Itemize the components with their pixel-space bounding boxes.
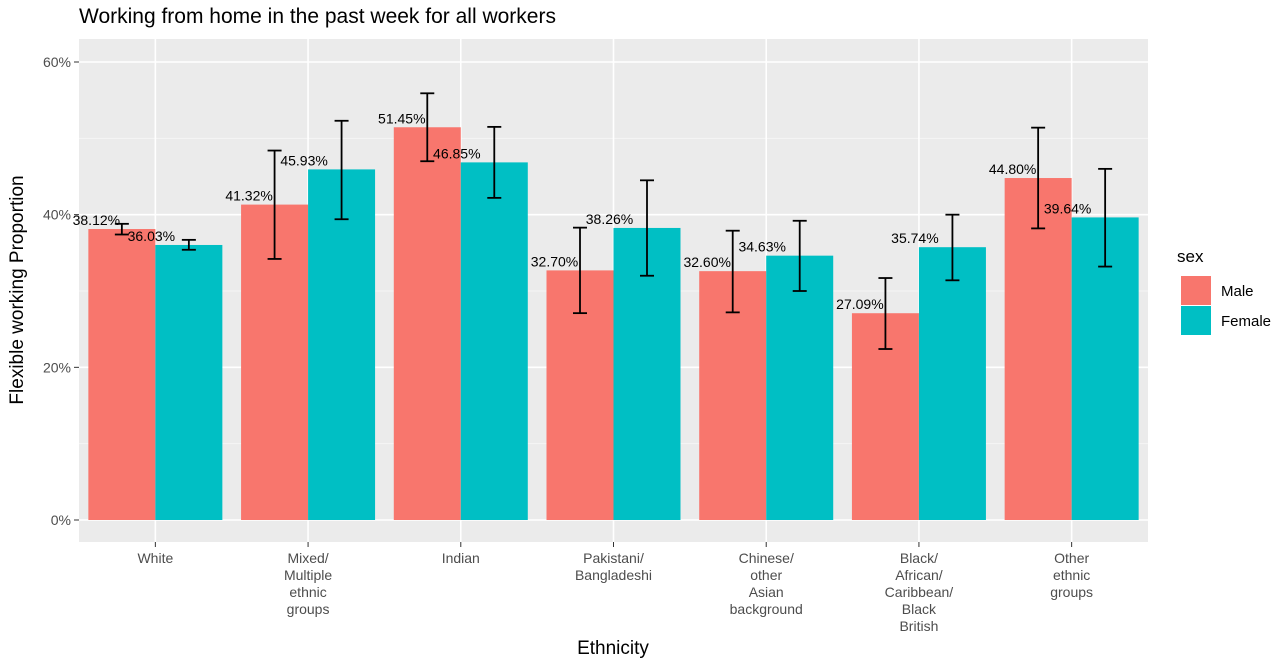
data-label-female: 45.93% (280, 152, 327, 168)
chart-title: Working from home in the past week for a… (79, 5, 556, 28)
legend-label-male: Male (1221, 283, 1254, 300)
data-label-female: 36.03% (128, 228, 175, 244)
x-tick-label: Black/African/Caribbean/Black British (885, 550, 954, 634)
x-tick-label: Pakistani/Bangladeshi (575, 550, 652, 583)
y-tick-label: 0% (51, 512, 71, 528)
x-tick-label: Mixed/Multiple ethnic groups (284, 550, 332, 617)
data-label-male: 41.32% (225, 188, 272, 204)
bar-female (308, 169, 376, 520)
x-tick-label: Indian (442, 550, 480, 566)
bar-male (1004, 178, 1072, 520)
data-label-male: 44.80% (989, 161, 1036, 177)
y-axis-label: Flexible working Proportion (7, 175, 28, 404)
bar-female (918, 247, 986, 520)
bar-male (393, 127, 461, 520)
legend-title: sex (1177, 247, 1204, 266)
data-label-female: 34.63% (738, 239, 785, 255)
x-tick-label: Chinese/other Asian background (730, 550, 803, 617)
data-label-female: 39.64% (1044, 200, 1091, 216)
y-tick-label: 20% (43, 359, 71, 375)
data-label-male: 38.12% (73, 212, 120, 228)
data-label-male: 27.09% (836, 296, 883, 312)
data-label-female: 35.74% (891, 230, 938, 246)
bar-female (766, 255, 834, 521)
bar-male (88, 229, 156, 520)
data-label-male: 32.70% (531, 253, 578, 269)
x-tick-label: Other ethnic groups (1050, 550, 1093, 600)
data-label-female: 46.85% (433, 145, 480, 161)
legend: sex Male Female (1177, 247, 1271, 335)
y-tick-label: 60% (43, 54, 71, 70)
legend-label-female: Female (1221, 313, 1271, 330)
bar-female (155, 244, 223, 520)
bar-female (1071, 217, 1139, 520)
bar-female (460, 162, 528, 520)
x-axis-label: Ethnicity (577, 638, 649, 659)
data-label-female: 38.26% (586, 211, 633, 227)
legend-key-female (1181, 306, 1211, 335)
x-axis-ticks: White Mixed/Multiple ethnic groups Indian Pak… (137, 542, 1093, 634)
data-labels: 38.12% 41.32% 51.45% 32.70% 32.60% 27.09% 44.8… (73, 110, 1092, 312)
error-bars (114, 92, 1113, 350)
data-label-male: 32.60% (683, 254, 730, 270)
legend-key-male (1181, 276, 1211, 305)
x-tick-label: White (137, 550, 173, 566)
y-tick-label: 40% (43, 207, 71, 223)
data-label-male: 51.45% (378, 110, 425, 126)
bars (88, 127, 1139, 521)
y-axis-ticks: 0% 20% 40% 60% (43, 54, 79, 528)
